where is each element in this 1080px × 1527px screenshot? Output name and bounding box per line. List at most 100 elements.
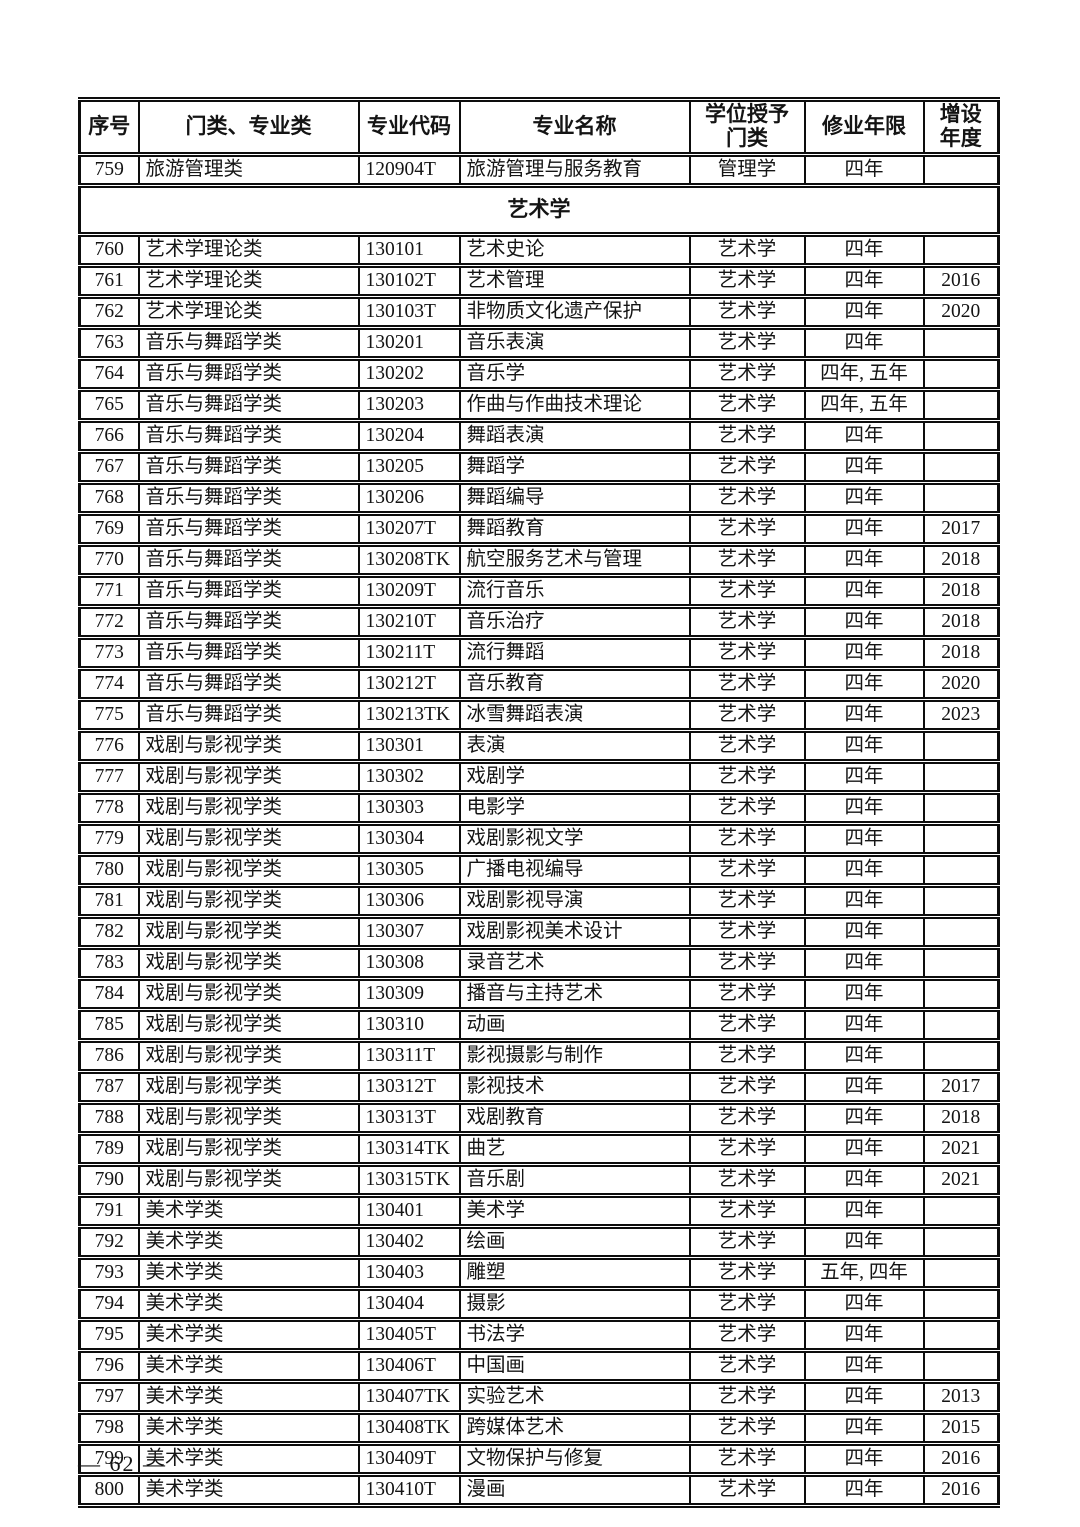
cell-year-added xyxy=(922,1007,1000,1043)
cell-serial-number: 764 xyxy=(78,356,140,392)
cell-major-name: 跨媒体艺术 xyxy=(458,1410,691,1446)
cell-serial-number: 783 xyxy=(78,945,140,981)
cell-serial-number: 773 xyxy=(78,635,140,671)
cell-degree-category: 艺术学 xyxy=(688,914,806,950)
cell-degree-category: 艺术学 xyxy=(688,883,806,919)
cell-major-code: 130404 xyxy=(357,1286,461,1322)
cell-discipline-category: 艺术学理论类 xyxy=(137,294,360,330)
cell-year-added: 2020 xyxy=(922,294,1000,330)
cell-serial-number: 767 xyxy=(78,449,140,485)
table-row: 789 戏剧与影视学类 130314TK 曲艺 艺术学 四年 2021 xyxy=(78,1131,1000,1167)
cell-discipline-category: 戏剧与影视学类 xyxy=(137,728,360,764)
cell-discipline-category: 音乐与舞蹈学类 xyxy=(137,511,360,547)
cell-major-name: 冰雪舞蹈表演 xyxy=(458,697,691,733)
cell-major-code: 130315TK xyxy=(357,1162,461,1198)
cell-study-duration: 四年 xyxy=(803,1348,925,1384)
cell-discipline-category: 音乐与舞蹈学类 xyxy=(137,418,360,454)
page-number: — 62 — xyxy=(78,1451,167,1476)
table-row: 764 音乐与舞蹈学类 130202 音乐学 艺术学 四年, 五年 xyxy=(78,356,1000,392)
cell-major-code: 130403 xyxy=(357,1255,461,1291)
cell-serial-number: 781 xyxy=(78,883,140,919)
cell-serial-number: 794 xyxy=(78,1286,140,1322)
table-row: 760 艺术学理论类 130101 艺术史论 艺术学 四年 xyxy=(78,232,1000,268)
cell-major-name: 戏剧影视文学 xyxy=(458,821,691,857)
cell-major-name: 美术学 xyxy=(458,1193,691,1229)
cell-year-added xyxy=(922,1193,1000,1229)
cell-major-code: 130212T xyxy=(357,666,461,702)
cell-major-name: 摄影 xyxy=(458,1286,691,1322)
cell-study-duration: 四年, 五年 xyxy=(803,387,925,423)
cell-major-name: 动画 xyxy=(458,1007,691,1043)
cell-year-added xyxy=(922,152,1000,188)
cell-discipline-category: 戏剧与影视学类 xyxy=(137,1038,360,1074)
cell-major-name: 音乐表演 xyxy=(458,325,691,361)
cell-study-duration: 四年 xyxy=(803,1224,925,1260)
cell-degree-category: 艺术学 xyxy=(688,325,806,361)
cell-degree-category: 艺术学 xyxy=(688,1224,806,1260)
cell-study-duration: 四年 xyxy=(803,883,925,919)
cell-degree-category: 管理学 xyxy=(688,152,806,188)
cell-major-name: 电影学 xyxy=(458,790,691,826)
cell-year-added: 2020 xyxy=(922,666,1000,702)
cell-major-name: 舞蹈编导 xyxy=(458,480,691,516)
cell-major-code: 130409T xyxy=(357,1441,461,1477)
cell-study-duration: 四年 xyxy=(803,976,925,1012)
cell-year-added xyxy=(922,945,1000,981)
cell-serial-number: 772 xyxy=(78,604,140,640)
col-header-study-duration: 修业年限 xyxy=(803,97,925,157)
cell-major-name: 播音与主持艺术 xyxy=(458,976,691,1012)
cell-discipline-category: 戏剧与影视学类 xyxy=(137,914,360,950)
cell-year-added xyxy=(922,914,1000,950)
table-row: 766 音乐与舞蹈学类 130204 舞蹈表演 艺术学 四年 xyxy=(78,418,1000,454)
cell-degree-category: 艺术学 xyxy=(688,1441,806,1477)
cell-major-code: 130405T xyxy=(357,1317,461,1353)
cell-study-duration: 四年 xyxy=(803,232,925,268)
cell-degree-category: 艺术学 xyxy=(688,1162,806,1198)
cell-serial-number: 782 xyxy=(78,914,140,950)
cell-discipline-category: 戏剧与影视学类 xyxy=(137,852,360,888)
table-row: 774 音乐与舞蹈学类 130212T 音乐教育 艺术学 四年 2020 xyxy=(78,666,1000,702)
cell-degree-category: 艺术学 xyxy=(688,604,806,640)
cell-serial-number: 763 xyxy=(78,325,140,361)
col-header-major-code: 专业代码 xyxy=(357,97,461,157)
cell-study-duration: 四年 xyxy=(803,759,925,795)
table-row: 781 戏剧与影视学类 130306 戏剧影视导演 艺术学 四年 xyxy=(78,883,1000,919)
cell-major-code: 130408TK xyxy=(357,1410,461,1446)
cell-year-added xyxy=(922,821,1000,857)
cell-serial-number: 787 xyxy=(78,1069,140,1105)
cell-year-added: 2016 xyxy=(922,1441,1000,1477)
cell-major-code: 130102T xyxy=(357,263,461,299)
cell-major-name: 舞蹈教育 xyxy=(458,511,691,547)
table-row: 765 音乐与舞蹈学类 130203 作曲与作曲技术理论 艺术学 四年, 五年 xyxy=(78,387,1000,423)
cell-major-code: 130307 xyxy=(357,914,461,950)
cell-serial-number: 799 xyxy=(78,1441,140,1477)
cell-major-code: 130305 xyxy=(357,852,461,888)
table-row: 775 音乐与舞蹈学类 130213TK 冰雪舞蹈表演 艺术学 四年 2023 xyxy=(78,697,1000,733)
cell-study-duration: 四年 xyxy=(803,914,925,950)
table-row: 784 戏剧与影视学类 130309 播音与主持艺术 艺术学 四年 xyxy=(78,976,1000,1012)
col-header-discipline-category: 门类、专业类 xyxy=(137,97,360,157)
cell-degree-category: 艺术学 xyxy=(688,573,806,609)
table-row: 799 美术学类 130409T 文物保护与修复 艺术学 四年 2016 xyxy=(78,1441,1000,1477)
table-row: 782 戏剧与影视学类 130307 戏剧影视美术设计 艺术学 四年 xyxy=(78,914,1000,950)
cell-degree-category: 艺术学 xyxy=(688,759,806,795)
table-row: 763 音乐与舞蹈学类 130201 音乐表演 艺术学 四年 xyxy=(78,325,1000,361)
cell-discipline-category: 音乐与舞蹈学类 xyxy=(137,573,360,609)
cell-major-code: 130303 xyxy=(357,790,461,826)
cell-year-added: 2021 xyxy=(922,1162,1000,1198)
col-header-year-added: 增设 年度 xyxy=(922,97,1000,157)
cell-year-added xyxy=(922,852,1000,888)
table-row: 761 艺术学理论类 130102T 艺术管理 艺术学 四年 2016 xyxy=(78,263,1000,299)
cell-degree-category: 艺术学 xyxy=(688,1317,806,1353)
cell-degree-category: 艺术学 xyxy=(688,1007,806,1043)
cell-major-code: 130208TK xyxy=(357,542,461,578)
cell-major-name: 曲艺 xyxy=(458,1131,691,1167)
cell-major-code: 130210T xyxy=(357,604,461,640)
cell-major-code: 130204 xyxy=(357,418,461,454)
cell-degree-category: 艺术学 xyxy=(688,232,806,268)
cell-major-code: 130312T xyxy=(357,1069,461,1105)
cell-discipline-category: 音乐与舞蹈学类 xyxy=(137,542,360,578)
cell-year-added xyxy=(922,1348,1000,1384)
cell-serial-number: 761 xyxy=(78,263,140,299)
cell-degree-category: 艺术学 xyxy=(688,1038,806,1074)
